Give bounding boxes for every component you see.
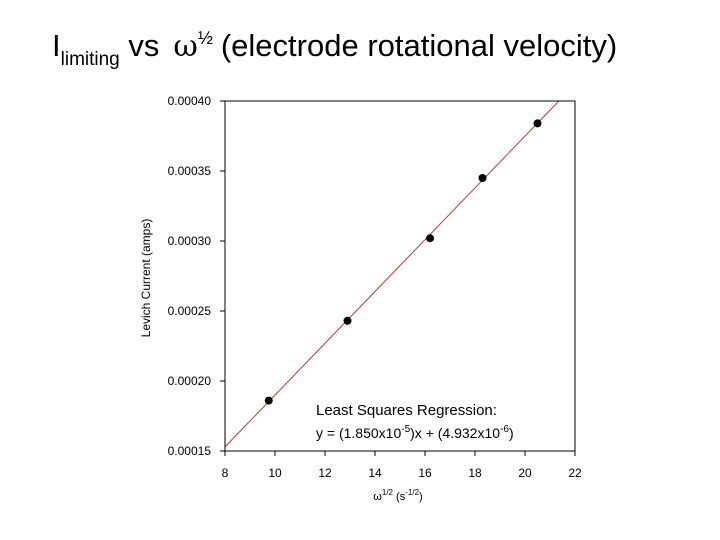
annotation-equation-part-3: ) [509, 425, 514, 441]
x-label-base: ω [373, 491, 382, 503]
x-tick-label: 22 [568, 466, 582, 480]
data-point [426, 234, 434, 243]
plot-frame [224, 100, 576, 452]
title-main: I [52, 28, 61, 63]
x-label-exponent: 1/2 [382, 488, 394, 497]
annotation-line-2: y = (1.850x10-5)x + (4.932x10-6) [316, 424, 514, 441]
y-tick-label: 0.00015 [168, 444, 212, 458]
y-tick-label: 0.00035 [168, 164, 212, 178]
x-tick-label: 18 [468, 466, 482, 480]
title-rest: (electrode rotational velocity) [220, 28, 618, 63]
x-axis-ticks: 8 10 12 14 16 18 20 22 [222, 451, 582, 480]
title-omega-symbol: ω [173, 29, 198, 64]
slide-title: Ilimiting vs ω½ (electrode rotational velo… [52, 28, 617, 71]
data-point [533, 119, 542, 128]
x-tick-label: 8 [222, 466, 229, 480]
title-subscript: limiting [60, 49, 120, 70]
x-label-unit-exponent: -1/2 [405, 488, 419, 497]
x-tick-label: 16 [418, 466, 432, 480]
x-tick-label: 14 [368, 466, 382, 480]
annotation-line-1: Least Squares Regression: [316, 402, 497, 419]
title-vs: vs [119, 28, 160, 63]
x-tick-label: 10 [268, 466, 282, 480]
y-tick-label: 0.00030 [168, 234, 212, 248]
y-tick-label: 0.00040 [168, 94, 212, 108]
y-axis-label: Levich Current (amps) [139, 219, 153, 338]
y-axis-ticks: 0.00015 0.00020 0.00025 0.00030 0.00035 0.000… [168, 94, 225, 458]
x-tick-label: 12 [318, 466, 332, 480]
x-label-close: ) [419, 491, 423, 503]
regression-annotation: Least Squares Regression: y = (1.850x10-… [316, 402, 514, 441]
annotation-equation-part-2: )x + (4.932x10 [410, 425, 500, 441]
y-tick-label: 0.00025 [168, 304, 212, 318]
title-exponent: ½ [197, 28, 213, 48]
data-points [264, 119, 542, 405]
annotation-exponent-1: -5 [401, 424, 410, 435]
y-tick-label: 0.00020 [168, 374, 212, 388]
x-axis-label: ω1/2 (s-1/2) [373, 488, 422, 503]
x-tick-label: 20 [518, 466, 532, 480]
annotation-exponent-2: -6 [500, 424, 509, 435]
data-point [264, 396, 273, 405]
data-point [343, 316, 352, 325]
annotation-equation-part-1: y = (1.850x10 [316, 425, 401, 441]
data-point [478, 174, 487, 182]
x-label-unit: (s [393, 491, 406, 503]
regression-line [224, 100, 560, 448]
